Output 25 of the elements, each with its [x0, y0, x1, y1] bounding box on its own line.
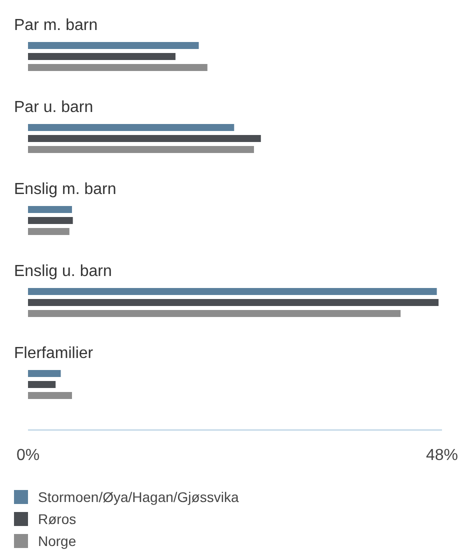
bar [28, 53, 176, 60]
y-tick-label: Enslig u. barn [14, 263, 112, 280]
bar [28, 135, 261, 142]
bar [28, 42, 199, 49]
legend-label: Stormoen/Øya/Hagan/Gjøssvika [38, 489, 239, 505]
bar [28, 228, 70, 235]
bar [28, 146, 254, 153]
legend-label: Norge [38, 533, 76, 549]
legend-label: Røros [38, 511, 76, 527]
bar [28, 392, 72, 399]
x-tick-label: 48% [426, 447, 458, 464]
bar [28, 217, 73, 224]
x-tick-label: 0% [16, 447, 40, 464]
y-tick-label: Par u. barn [14, 99, 94, 116]
bar [28, 299, 439, 306]
bar [28, 370, 61, 377]
y-tick-label: Par m. barn [14, 17, 98, 34]
bar [28, 288, 437, 295]
y-tick-label: Enslig m. barn [14, 181, 116, 198]
bar [28, 64, 208, 71]
bar [28, 124, 234, 131]
bar [28, 206, 72, 213]
bar [28, 381, 56, 388]
y-tick-label: Flerfamilier [14, 345, 94, 362]
bar [28, 310, 401, 317]
